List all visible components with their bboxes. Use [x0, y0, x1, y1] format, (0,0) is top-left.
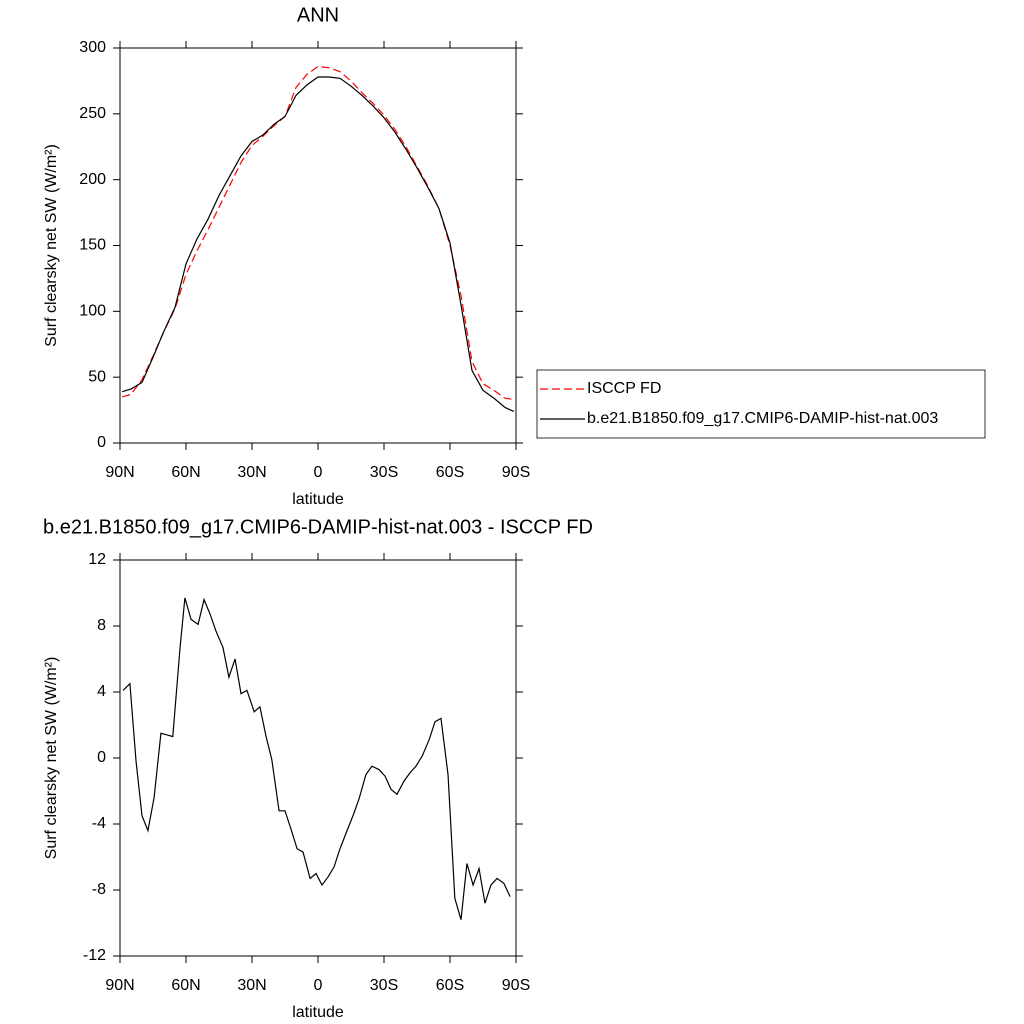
x-tick-label: 30N	[237, 464, 266, 481]
y-tick-label: 150	[79, 237, 106, 254]
x-tick-label: 0	[314, 977, 323, 994]
plot-frame	[119, 47, 517, 444]
data-line	[122, 597, 511, 920]
x-tick-label: 60N	[171, 977, 200, 994]
y-tick-label: 200	[79, 171, 106, 188]
y-tick-label: 12	[88, 551, 106, 568]
x-axis-label: latitude	[292, 491, 344, 508]
x-tick-label: 90N	[105, 977, 134, 994]
y-tick-label: 50	[88, 368, 106, 385]
data-line	[122, 76, 515, 412]
chart-title: ANN	[297, 4, 339, 26]
x-tick-label: 30S	[370, 464, 398, 481]
y-tick-label: 0	[97, 749, 106, 766]
x-tick-label: 0	[314, 464, 323, 481]
x-tick-label: 90S	[502, 977, 530, 994]
x-tick-label: 60S	[436, 464, 464, 481]
legend-box	[536, 369, 986, 439]
y-tick-label: 300	[79, 39, 106, 56]
legend-label: b.e21.B1850.f09_g17.CMIP6-DAMIP-hist-nat…	[587, 410, 938, 427]
data-line	[122, 65, 514, 401]
y-axis-label: Surf clearsky net SW (W/m²)	[43, 657, 60, 860]
x-tick-label: 30N	[237, 977, 266, 994]
x-tick-label: 90N	[105, 464, 134, 481]
x-tick-label: 60S	[436, 977, 464, 994]
y-tick-label: 250	[79, 105, 106, 122]
x-axis-label: latitude	[292, 1004, 344, 1021]
x-tick-label: 60N	[171, 464, 200, 481]
y-tick-label: 100	[79, 303, 106, 320]
plot-frame	[119, 559, 517, 957]
y-tick-label: 0	[97, 434, 106, 451]
y-axis-label: Surf clearsky net SW (W/m²)	[43, 144, 60, 347]
x-tick-label: 90S	[502, 464, 530, 481]
y-tick-label: -4	[92, 815, 106, 832]
legend-label: ISCCP FD	[587, 380, 661, 397]
x-tick-label: 30S	[370, 977, 398, 994]
y-tick-label: 4	[97, 683, 106, 700]
chart-title: b.e21.B1850.f09_g17.CMIP6-DAMIP-hist-nat…	[43, 516, 593, 538]
y-tick-label: 8	[97, 617, 106, 634]
y-tick-label: -12	[83, 947, 106, 964]
y-tick-label: -8	[92, 881, 106, 898]
